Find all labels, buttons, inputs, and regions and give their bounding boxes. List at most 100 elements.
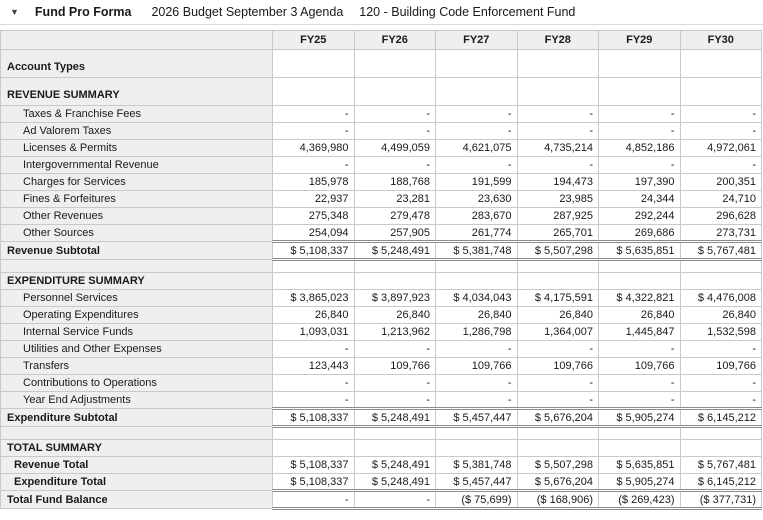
value-cell — [516, 77, 599, 106]
value-cell: - — [353, 374, 436, 392]
table-row: Revenue Total $ 5,108,337 $ 5,248,491 $ 5,3… — [0, 456, 762, 474]
value-cell — [598, 439, 681, 457]
row-label: Fines & Forfeitures — [0, 190, 273, 208]
value-cell — [679, 426, 762, 440]
column-header-row: FY25 FY26 FY27 FY28 FY29 FY30 — [0, 30, 762, 50]
row-label: Charges for Services — [0, 173, 273, 191]
value-cell: 109,766 — [516, 357, 599, 375]
value-cell: $ 5,381,748 — [435, 456, 518, 474]
value-cell: 1,286,798 — [435, 323, 518, 341]
value-cell — [353, 259, 436, 273]
value-cell — [516, 426, 599, 440]
value-cell: 26,840 — [272, 306, 355, 324]
value-cell: 4,972,061 — [679, 139, 762, 157]
value-cell: 4,735,214 — [516, 139, 599, 157]
value-cell: $ 5,767,481 — [679, 456, 762, 474]
collapse-chevron-icon[interactable]: ▼ — [10, 7, 19, 17]
value-cell: - — [679, 105, 762, 123]
fiscal-year-column-header: FY30 — [679, 30, 762, 50]
value-cell: 1,445,847 — [598, 323, 681, 341]
value-cell — [435, 259, 518, 273]
value-cell — [272, 259, 355, 273]
value-cell: 200,351 — [679, 173, 762, 191]
value-cell: - — [679, 156, 762, 174]
value-cell: 197,390 — [598, 173, 681, 191]
value-cell: - — [353, 490, 436, 510]
row-label: Year End Adjustments — [0, 391, 273, 409]
row-label: Operating Expenditures — [0, 306, 273, 324]
value-cell: 24,344 — [598, 190, 681, 208]
value-cell: 292,244 — [598, 207, 681, 225]
value-cell: $ 5,507,298 — [516, 456, 599, 474]
row-label: Expenditure Total — [0, 473, 273, 491]
value-cell: 283,670 — [435, 207, 518, 225]
value-cell: 23,985 — [516, 190, 599, 208]
value-cell — [679, 259, 762, 273]
value-cell — [435, 426, 518, 440]
value-cell — [272, 77, 355, 106]
value-cell: 273,731 — [679, 224, 762, 242]
value-cell — [598, 77, 681, 106]
value-cell: - — [516, 122, 599, 140]
fiscal-year-column-header: FY29 — [598, 30, 681, 50]
table-row: Licenses & Permits 4,369,980 4,499,059 4,62… — [0, 139, 762, 157]
value-cell: 287,925 — [516, 207, 599, 225]
value-cell: 4,852,186 — [598, 139, 681, 157]
table-row: Revenue Subtotal $ 5,108,337 $ 5,248,491 $ … — [0, 240, 762, 261]
row-label: Intergovernmental Revenue — [0, 156, 273, 174]
value-cell: $ 5,635,851 — [598, 456, 681, 474]
row-label: Other Revenues — [0, 207, 273, 225]
value-cell: - — [435, 105, 518, 123]
table-row — [0, 259, 762, 273]
table-row — [0, 426, 762, 440]
value-cell: $ 5,381,748 — [435, 240, 518, 261]
value-cell: $ 5,108,337 — [272, 473, 355, 492]
value-cell: $ 5,248,491 — [353, 407, 436, 428]
value-cell — [516, 259, 599, 273]
value-cell: $ 5,248,491 — [353, 240, 436, 261]
table-row: Expenditure Total $ 5,108,337 $ 5,248,491 $… — [0, 473, 762, 492]
value-cell: 4,369,980 — [272, 139, 355, 157]
value-cell: 257,905 — [353, 224, 436, 242]
row-label: Transfers — [0, 357, 273, 375]
value-cell: $ 5,635,851 — [598, 240, 681, 261]
value-cell — [272, 426, 355, 440]
value-cell — [679, 49, 762, 78]
value-cell: - — [272, 340, 355, 358]
row-label: Other Sources — [0, 224, 273, 242]
value-cell: - — [272, 490, 355, 510]
value-cell: $ 4,476,008 — [679, 289, 762, 307]
value-cell: 26,840 — [598, 306, 681, 324]
value-cell: - — [435, 340, 518, 358]
value-cell — [353, 272, 436, 290]
value-cell: 254,094 — [272, 224, 355, 242]
value-cell: $ 5,676,204 — [516, 473, 599, 492]
value-cell — [353, 439, 436, 457]
value-cell: $ 4,175,591 — [516, 289, 599, 307]
value-cell: $ 6,145,212 — [679, 407, 762, 428]
table-row: Utilities and Other Expenses - - - - - - — [0, 340, 762, 358]
value-cell: - — [516, 374, 599, 392]
row-label: Contributions to Operations — [0, 374, 273, 392]
value-cell: $ 4,034,043 — [435, 289, 518, 307]
value-cell: - — [272, 374, 355, 392]
value-cell: 194,473 — [516, 173, 599, 191]
table-row: EXPENDITURE SUMMARY — [0, 272, 762, 290]
table-row: Operating Expenditures 26,840 26,840 26,840… — [0, 306, 762, 324]
row-label: REVENUE SUMMARY — [0, 77, 273, 106]
value-cell: $ 5,676,204 — [516, 407, 599, 428]
report-title: Fund Pro Forma — [34, 5, 132, 19]
value-cell — [353, 49, 436, 78]
table-row: Ad Valorem Taxes - - - - - - — [0, 122, 762, 140]
value-cell: - — [679, 122, 762, 140]
value-cell: - — [353, 105, 436, 123]
value-cell: 261,774 — [435, 224, 518, 242]
value-cell: - — [516, 156, 599, 174]
value-cell: - — [435, 122, 518, 140]
row-label: TOTAL SUMMARY — [0, 439, 273, 457]
value-cell: - — [598, 105, 681, 123]
value-cell: - — [598, 156, 681, 174]
value-cell — [598, 49, 681, 78]
value-cell: 1,532,598 — [679, 323, 762, 341]
value-cell: - — [435, 156, 518, 174]
